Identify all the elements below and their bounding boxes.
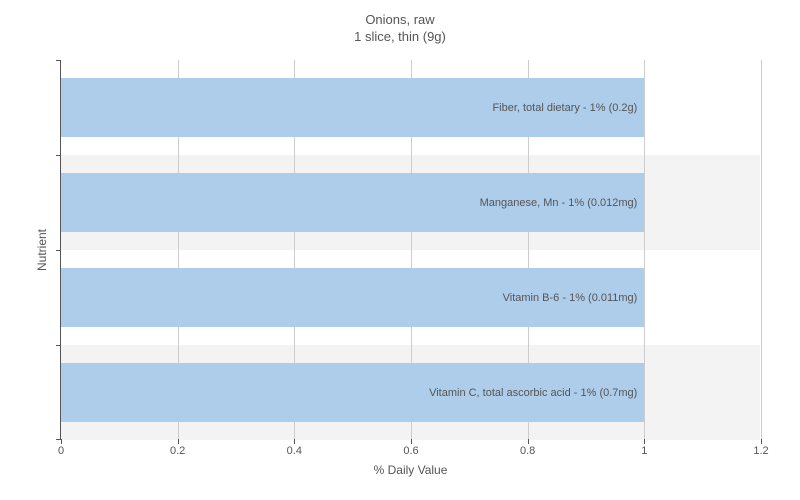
x-tick-label: 0.2 (170, 445, 185, 457)
x-axis-label: % Daily Value (374, 463, 448, 477)
x-gridline (644, 60, 645, 439)
plot-area: Nutrient % Daily Value 00.20.40.60.811.2… (60, 60, 760, 440)
x-gridline (761, 60, 762, 439)
chart-title-line2: 1 slice, thin (9g) (0, 29, 800, 46)
y-tick-mark (56, 345, 61, 346)
bar-label: Vitamin B-6 - 1% (0.011mg) (503, 292, 638, 304)
x-tick-label: 1 (641, 445, 647, 457)
x-tick-label: 1.2 (753, 445, 768, 457)
y-tick-mark (56, 60, 61, 61)
x-tick-label: 0.4 (287, 445, 302, 457)
y-tick-mark (56, 155, 61, 156)
x-tick-mark (178, 439, 179, 444)
chart-title-line1: Onions, raw (0, 12, 800, 29)
y-axis-label: Nutrient (35, 228, 49, 270)
x-tick-mark (761, 439, 762, 444)
chart-title: Onions, raw 1 slice, thin (9g) (0, 12, 800, 46)
nutrient-chart: Onions, raw 1 slice, thin (9g) Nutrient … (0, 0, 800, 500)
x-tick-label: 0.8 (520, 445, 535, 457)
x-tick-mark (528, 439, 529, 444)
bar-label: Fiber, total dietary - 1% (0.2g) (492, 102, 637, 114)
bar-label: Manganese, Mn - 1% (0.012mg) (480, 197, 638, 209)
x-tick-label: 0.6 (403, 445, 418, 457)
x-tick-mark (61, 439, 62, 444)
x-tick-mark (294, 439, 295, 444)
x-tick-mark (644, 439, 645, 444)
x-tick-label: 0 (58, 445, 64, 457)
bar-label: Vitamin C, total ascorbic acid - 1% (0.7… (429, 387, 637, 399)
x-tick-mark (411, 439, 412, 444)
y-tick-mark (56, 250, 61, 251)
